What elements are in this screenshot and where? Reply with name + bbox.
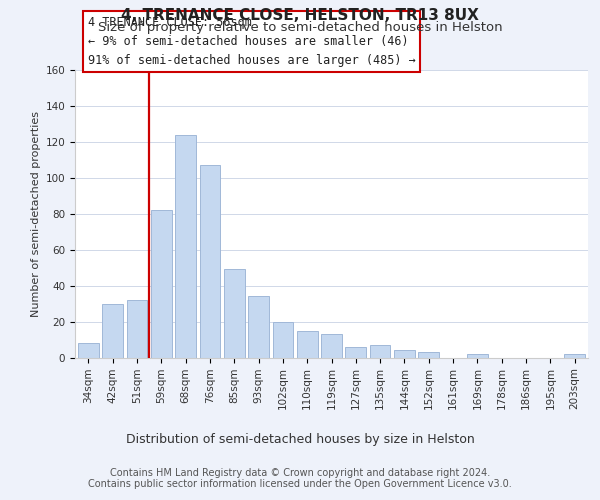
Text: Distribution of semi-detached houses by size in Helston: Distribution of semi-detached houses by … <box>125 432 475 446</box>
Bar <box>151 210 172 358</box>
Bar <box>103 304 123 358</box>
Bar <box>564 354 585 358</box>
Bar <box>127 300 148 358</box>
Bar <box>248 296 269 358</box>
Text: 4 TRENANCE CLOSE: 56sqm
← 9% of semi-detached houses are smaller (46)
91% of sem: 4 TRENANCE CLOSE: 56sqm ← 9% of semi-det… <box>88 16 416 67</box>
Bar <box>175 134 196 358</box>
Bar <box>370 345 391 358</box>
Text: Size of property relative to semi-detached houses in Helston: Size of property relative to semi-detach… <box>98 22 502 35</box>
Text: 4, TRENANCE CLOSE, HELSTON, TR13 8UX: 4, TRENANCE CLOSE, HELSTON, TR13 8UX <box>121 8 479 22</box>
Bar <box>467 354 488 358</box>
Bar <box>78 343 99 357</box>
Bar <box>200 165 220 358</box>
Bar <box>418 352 439 358</box>
Bar <box>394 350 415 358</box>
Bar <box>321 334 342 357</box>
Bar <box>272 322 293 358</box>
Text: Contains HM Land Registry data © Crown copyright and database right 2024.: Contains HM Land Registry data © Crown c… <box>110 468 490 477</box>
Bar <box>346 346 366 358</box>
Text: Contains public sector information licensed under the Open Government Licence v3: Contains public sector information licen… <box>88 479 512 489</box>
Bar <box>297 330 317 357</box>
Y-axis label: Number of semi-detached properties: Number of semi-detached properties <box>31 111 41 317</box>
Bar <box>224 270 245 358</box>
